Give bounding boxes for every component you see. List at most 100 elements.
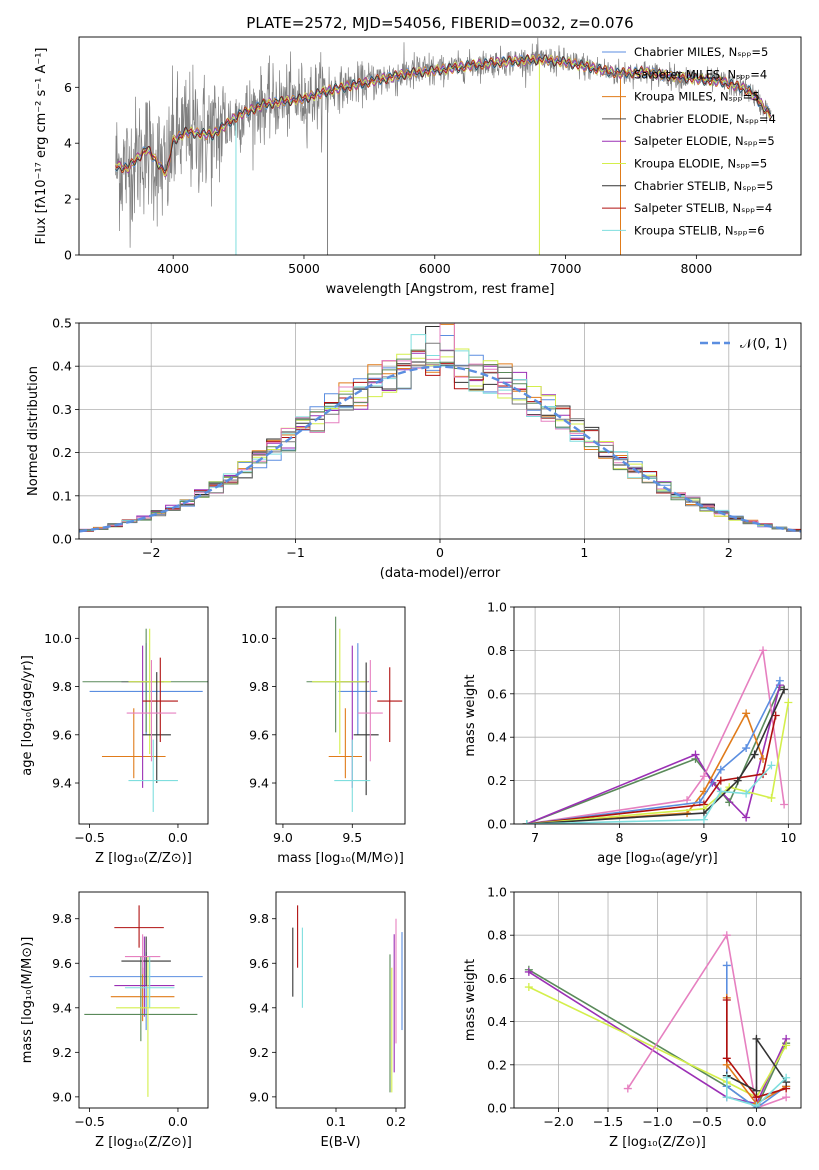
y-tick-label: 9.2 — [52, 1045, 72, 1060]
spectrum-legend: Chabrier MILES, Nₛₚₚ=5 Salpeter MILES, Nₛ… — [602, 45, 776, 237]
mass_vs_ebv-points — [292, 905, 403, 1093]
y-tick-label: 0.0 — [52, 532, 72, 547]
spectrum-series-group — [115, 37, 772, 255]
legend-label: Salpeter MILES, Nₛₚₚ=4 — [634, 67, 767, 81]
weight-marker — [524, 983, 533, 992]
x-tick-label: −0.5 — [74, 1114, 104, 1129]
y-tick-label: 0 — [64, 248, 72, 263]
mass_vs_ebv-plot: 0.1 0.2 9.0 9.2 9.4 9.6 9.8 E(B-V) — [249, 891, 406, 1150]
legend-label: Chabrier STELIB, Nₛₚₚ=5 — [634, 179, 773, 193]
weight-line-c_miles — [526, 680, 781, 824]
legend-label: Kroupa ELODIE, Nₛₚₚ=5 — [634, 157, 767, 171]
legend-label: Salpeter STELIB, Nₛₚₚ=4 — [634, 201, 772, 215]
weight-marker — [524, 967, 533, 976]
x-tick-label: 10 — [780, 830, 796, 845]
legend-label: Salpeter ELODIE, Nₛₚₚ=5 — [634, 134, 775, 148]
y-tick-label: 6 — [64, 80, 72, 95]
mass_vs_z-points — [84, 905, 203, 1097]
x-tick-label: 0.0 — [747, 1114, 767, 1129]
x-tick-label: −2.0 — [543, 1114, 573, 1129]
weight-marker — [780, 685, 789, 694]
y-tick-label: 10.0 — [241, 631, 269, 646]
error-point — [84, 956, 198, 1042]
y-tick-label: 0.4 — [52, 359, 72, 374]
x-tick-label: 2 — [725, 545, 733, 560]
weight-marker — [759, 646, 768, 655]
y-tick-label: 1.0 — [487, 600, 507, 615]
y-tick-label: 4 — [64, 136, 72, 151]
x-tick-label: −1 — [286, 545, 304, 560]
y-axis-label: mass weight — [463, 959, 478, 1041]
y-tick-label: 9.8 — [249, 911, 269, 926]
axes-frame — [275, 891, 406, 1109]
weight-marker — [752, 1101, 761, 1108]
y-tick-label: 9.2 — [249, 1045, 269, 1060]
y-tick-label: 9.6 — [249, 956, 269, 971]
weight-line-extra_pink — [627, 933, 787, 1108]
weight_vs_age-series — [522, 646, 793, 824]
x-axis-label: E(B-V) — [320, 1135, 360, 1150]
x-tick-label: 0.0 — [168, 830, 188, 845]
x-tick-label: −1.0 — [642, 1114, 672, 1129]
weight-marker — [742, 789, 751, 798]
error-point — [116, 956, 180, 1097]
y-tick-label: 9.6 — [52, 956, 72, 971]
x-tick-label: −0.5 — [692, 1114, 722, 1129]
error-point — [114, 905, 164, 948]
axes-frame — [275, 606, 406, 825]
weight-marker — [722, 996, 731, 1004]
error-point — [126, 660, 177, 762]
x-axis-label: mass [log₁₀(M/M⊙)] — [277, 851, 404, 866]
y-tick-label: 0.0 — [487, 817, 507, 832]
error-point — [142, 672, 171, 784]
x-axis-label: wavelength [Angstrom, rest frame] — [326, 282, 555, 297]
x-tick-label: 8000 — [680, 261, 712, 276]
age_vs_mass-points — [306, 616, 403, 812]
weight-marker — [750, 750, 759, 759]
y-tick-label: 0.3 — [52, 402, 72, 417]
x-tick-label: 7 — [531, 830, 539, 845]
error-point — [124, 956, 175, 1008]
y-tick-label: 9.0 — [52, 1089, 72, 1104]
legend-label: Chabrier MILES, Nₛₚₚ=5 — [634, 45, 768, 59]
axes-frame — [78, 606, 209, 825]
legend-label: Chabrier ELODIE, Nₛₚₚ=4 — [634, 112, 776, 126]
x-axis-label: Z [log₁₀(Z/Z⊙)] — [95, 1135, 192, 1150]
error-point — [114, 936, 175, 1017]
weight-marker — [722, 1093, 731, 1102]
error-point — [353, 662, 379, 796]
weight-line-extra_green — [526, 686, 781, 824]
y-tick-label: 9.4 — [249, 776, 269, 791]
axes-frame — [78, 322, 802, 540]
weight-marker — [782, 1073, 791, 1082]
y-tick-label: 9.6 — [52, 727, 72, 742]
error-point — [357, 660, 383, 762]
weight-marker — [716, 776, 725, 785]
weight-line-c_stelib — [726, 1036, 787, 1093]
y-tick-label: 0.0 — [487, 1101, 507, 1116]
weight-marker — [722, 1073, 731, 1082]
x-axis-label: Z [log₁₀(Z/Z⊙)] — [609, 1135, 706, 1150]
error-point — [121, 645, 164, 788]
x-axis-label: Z [log₁₀(Z/Z⊙)] — [95, 851, 192, 866]
error-point — [128, 739, 178, 812]
x-tick-label: 9 — [700, 830, 708, 845]
legend-label: Kroupa STELIB, Nₛₚₚ=6 — [634, 223, 765, 237]
weight-line-k_stelib — [726, 1077, 787, 1107]
axes-frame — [78, 891, 209, 1109]
y-tick-label: 9.8 — [249, 679, 269, 694]
error-point — [328, 708, 362, 779]
residual-hist-extra_green — [79, 349, 801, 532]
x-tick-label: −1.5 — [593, 1114, 623, 1129]
age_vs_mass-plot: 9.0 9.5 9.4 9.6 9.8 10.0 mass [log₁₀(M/M⊙)] — [241, 606, 406, 866]
y-tick-label: 0.8 — [487, 643, 507, 658]
weight-marker — [733, 776, 742, 785]
weight-marker — [722, 1054, 731, 1063]
weight-marker — [716, 765, 725, 774]
figure-title: PLATE=2572, MJD=54056, FIBERID=0032, z=0… — [246, 14, 633, 32]
error-point — [377, 667, 403, 743]
spectrum-model-c_stelib — [115, 54, 772, 171]
error-point — [121, 936, 171, 986]
y-tick-label: 0.5 — [52, 316, 72, 331]
